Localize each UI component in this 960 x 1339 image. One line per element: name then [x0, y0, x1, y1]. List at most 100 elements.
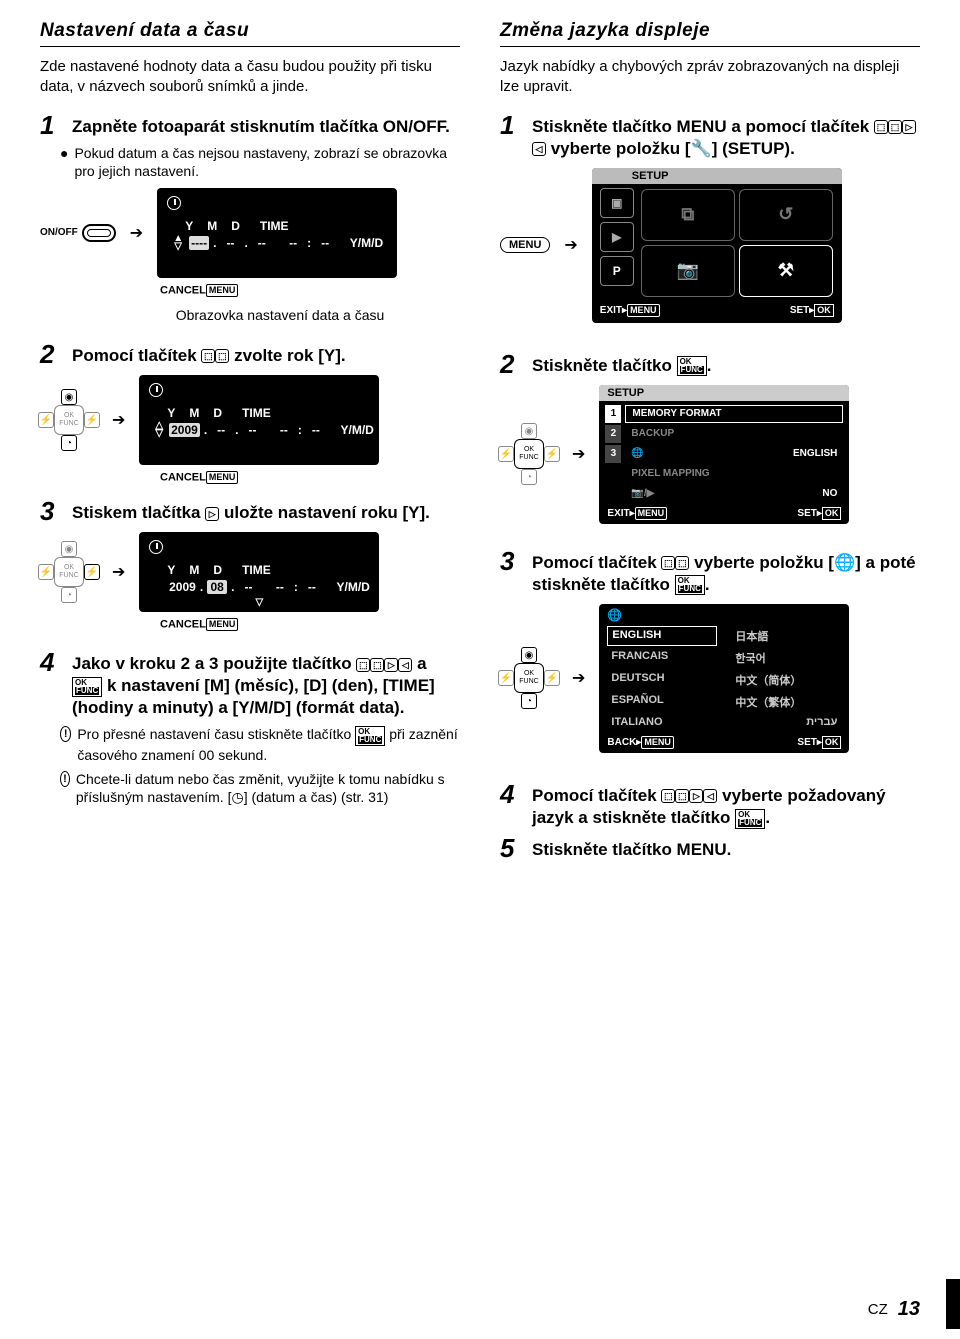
nav-up-icon: ◉ — [521, 423, 537, 439]
note-icon: ! — [60, 771, 70, 787]
menu-header: SETUP — [599, 385, 849, 401]
t: Stiskem tlačítka — [72, 503, 205, 522]
down-arrow-icon: ⬚ — [215, 349, 229, 363]
step-text: Pomocí tlačítek ⬚⬚▷◁ vyberte požadovaný … — [532, 781, 920, 829]
updown-icon: △▽ — [155, 422, 163, 438]
setup-menu-lcd: SETUP 1 2 3 MEMORY FORMAT BACKUP 🌐ENGLIS… — [599, 385, 849, 524]
left-step-4: 4 Jako v kroku 2 a 3 použijte tlačítko ⬚… — [40, 649, 460, 719]
menu-chip-icon: MENU — [206, 284, 239, 297]
num-2: 2 — [605, 425, 621, 443]
step-text: Pomocí tlačítek ⬚⬚ zvolte rok [Y]. — [72, 341, 346, 367]
t2: uložte nastavení roku [Y]. — [219, 503, 430, 522]
lcd-val-min: -- — [315, 236, 335, 250]
dir-icon: ⬚ — [661, 789, 675, 803]
nav-up-icon: ◉ — [61, 541, 77, 557]
bullet-dot-icon: ● — [60, 144, 68, 180]
navpad: ◉ ◔ ⚡ ⚡ OKFUNC — [500, 425, 558, 483]
date-lcd-3: Y M D TIME △▽ 2009. 08. -- --: -- Y/M/D — [139, 532, 379, 612]
t: Jako v kroku 2 a 3 použijte tlačítko — [72, 654, 356, 673]
lang-chinese-s: 中文（简体） — [731, 670, 841, 690]
nav-up-icon: ◉ — [521, 647, 537, 663]
arrow-right-icon: ➔ — [112, 410, 125, 430]
note-icon: ! — [60, 726, 71, 742]
lang-francais: FRANCAIS — [607, 648, 717, 668]
left-intro: Zde nastavené hodnoty data a času budou … — [40, 57, 460, 98]
step-number: 4 — [40, 649, 62, 675]
dir-icon: ⬚ — [675, 556, 689, 570]
t2: ] (datum a čas) (str. 31) — [244, 789, 389, 805]
right-intro: Jazyk nabídky a chybových zpráv zobrazov… — [500, 57, 920, 98]
navpad: ◉ ◔ ⚡ ⚡ OKFUNC — [500, 649, 558, 707]
t: NO — [822, 488, 837, 499]
right-arrow-icon: ▷ — [205, 507, 219, 521]
t2: k nastavení [M] (měsíc), [D] (den), [TIM… — [72, 676, 435, 717]
arrow-right-icon: ➔ — [112, 562, 125, 582]
c: TIME — [242, 563, 271, 577]
nav-up-icon: ◉ — [61, 389, 77, 405]
step-text: Jako v kroku 2 a 3 použijte tlačítko ⬚⬚▷… — [72, 649, 460, 719]
onoff-label: ON/OFF — [40, 227, 78, 238]
setup-lcd: SETUP ▣ ▶ P ⧉ ↺ 📷 ⚒ EXIT▸MENU — [592, 168, 842, 323]
language-lcd: 🌐 ENGLISH 日本語 FRANCAIS 한국어 DEUTSCH 中文（简体… — [599, 604, 849, 753]
lang-icon: 🌐 — [631, 448, 643, 459]
lang-hebrew: עברית — [731, 714, 841, 730]
navpad: ◉ ◔ ⚡ ⚡ OKFUNC — [40, 391, 98, 449]
t2: zvolte rok [Y]. — [229, 346, 345, 365]
menu-item-pixel-mapping: PIXEL MAPPING — [625, 465, 843, 483]
arrow-right-icon: ➔ — [572, 668, 585, 688]
step-number: 4 — [500, 781, 522, 807]
t: SET — [797, 508, 816, 519]
setup-left-icons: ▣ ▶ P — [600, 188, 634, 298]
lang-korean: 한국어 — [731, 648, 841, 668]
step-text: Stiskněte tlačítko MENU. — [532, 835, 731, 861]
lcd-fmt: Y/M/D — [350, 236, 383, 250]
step-number: 2 — [40, 341, 62, 367]
up-arrow-icon: ⬚ — [201, 349, 215, 363]
v: Y/M/D — [341, 423, 374, 437]
nav-right-icon: ⚡ — [544, 446, 560, 462]
dir-icon: ⬚ — [675, 789, 689, 803]
c: TIME — [242, 406, 271, 420]
step-text: Stiskem tlačítka ▷ uložte nastavení roku… — [72, 498, 430, 524]
cancel-line-2: CANCELMENU — [160, 471, 460, 484]
lang-code: CZ — [868, 1301, 888, 1318]
c: Y — [167, 406, 175, 420]
date-lcd-1: Y M D TIME ▲▽ ----. --. -- --: -- Y/M/D — [157, 188, 397, 278]
t: SET — [790, 305, 809, 316]
nav-down-icon: ◔ — [521, 693, 537, 709]
cancel-line-3: CANCELMENU — [160, 618, 460, 631]
t: Stiskněte tlačítko MENU a pomocí tlačíte… — [532, 117, 874, 136]
menu-chip-icon: MENU — [627, 304, 660, 317]
p-tab-icon: P — [600, 256, 634, 286]
page-columns: Nastavení data a času Zde nastavené hodn… — [40, 20, 920, 867]
menu-chip-icon: MENU — [635, 507, 668, 520]
lang-english: ENGLISH — [607, 626, 717, 646]
dir-icon: ◁ — [703, 789, 717, 803]
t: Stiskněte tlačítko — [532, 356, 677, 375]
onoff-icon — [82, 224, 116, 242]
ok-func-icon: OKFUNC — [675, 575, 705, 595]
lcd-val-d: -- — [252, 236, 272, 250]
right-step-4: 4 Pomocí tlačítek ⬚⬚▷◁ vyberte požadovan… — [500, 781, 920, 829]
t2: vyberte položku [ — [546, 139, 691, 158]
t2: vyberte položku [ — [689, 553, 834, 572]
step-number: 3 — [500, 548, 522, 574]
right-step-5: 5 Stiskněte tlačítko MENU. — [500, 835, 920, 861]
cancel-line-1: CANCELMENU — [160, 284, 460, 297]
nav-down-icon: ◔ — [521, 469, 537, 485]
step-number: 2 — [500, 351, 522, 377]
lang-espanol: ESPAÑOL — [607, 692, 717, 712]
lcd-col-time: TIME — [260, 219, 289, 233]
dir-icon: ⬚ — [888, 120, 902, 134]
step-text: Pomocí tlačítek ⬚⬚ vyberte položku [🌐] a… — [532, 548, 920, 596]
t: PIXEL MAPPING — [631, 468, 709, 479]
v: Y/M/D — [337, 580, 370, 594]
left-note-2: ! Chcete-li datum nebo čas změnit, využi… — [60, 770, 460, 806]
nav-center-icon: OKFUNC — [514, 663, 544, 693]
nav-left-icon: ⚡ — [38, 564, 54, 580]
c: M — [189, 406, 199, 420]
ok-func-icon: OKFUNC — [72, 677, 102, 697]
left-title: Nastavení data a času — [40, 20, 460, 47]
menu-button: MENU — [500, 237, 550, 253]
clock-small-icon: ◷ — [231, 789, 243, 805]
